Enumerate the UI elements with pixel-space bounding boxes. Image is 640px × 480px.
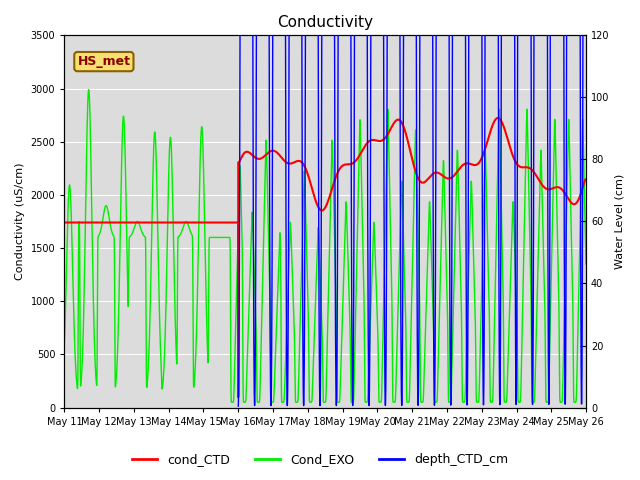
Legend: cond_CTD, Cond_EXO, depth_CTD_cm: cond_CTD, Cond_EXO, depth_CTD_cm [127,448,513,471]
Y-axis label: Water Level (cm): Water Level (cm) [615,174,625,269]
Text: HS_met: HS_met [77,55,131,68]
Y-axis label: Conductivity (uS/cm): Conductivity (uS/cm) [15,163,25,280]
Title: Conductivity: Conductivity [277,15,373,30]
